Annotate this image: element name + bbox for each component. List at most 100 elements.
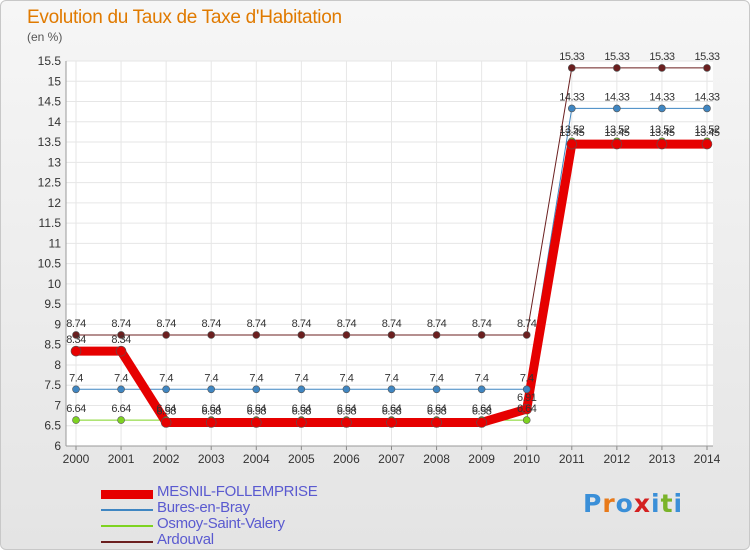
x-tick-label: 2000 [63, 452, 90, 466]
chart-title: Evolution du Taux de Taxe d'Habitation [27, 7, 342, 28]
x-tick-label: 2011 [559, 452, 585, 466]
data-label: 13.52 [559, 124, 584, 136]
data-label: 15.33 [694, 51, 719, 63]
data-point [432, 331, 441, 339]
data-point [205, 417, 217, 428]
data-point [207, 331, 216, 339]
data-label: 15.33 [604, 51, 629, 63]
y-tick-label: 8.5 [44, 338, 61, 352]
y-tick-label: 6.5 [44, 419, 61, 433]
plot-area [66, 61, 713, 446]
y-tick-label: 15 [48, 74, 62, 88]
data-point [252, 331, 261, 339]
data-label: 6.58 [156, 405, 176, 417]
data-label: 7.4 [159, 372, 173, 384]
data-label: 13.52 [694, 124, 719, 136]
data-label: 7.4 [114, 372, 128, 384]
data-point [431, 417, 442, 428]
data-point [567, 104, 576, 113]
data-label: 6.58 [292, 405, 312, 417]
data-point [72, 385, 80, 394]
data-point [115, 345, 127, 357]
data-label: 8.74 [337, 318, 357, 330]
data-point [432, 385, 441, 394]
data-point [477, 385, 486, 394]
data-label: 8.74 [247, 318, 267, 330]
x-tick-label: 2002 [153, 452, 180, 466]
y-tick-label: 9 [54, 317, 61, 331]
data-point [72, 416, 80, 424]
data-point [297, 385, 306, 394]
data-label: 6.64 [517, 403, 537, 415]
data-label: 6.91 [517, 392, 537, 404]
x-tick-label: 2005 [288, 452, 315, 466]
x-tick-label: 2009 [468, 452, 495, 466]
data-label: 6.64 [337, 403, 357, 415]
data-label: 7.4 [204, 372, 218, 384]
data-label: 6.58 [337, 405, 357, 417]
y-tick-label: 10.5 [38, 257, 62, 271]
data-label: 6.64 [156, 403, 176, 415]
y-tick-label: 14.5 [38, 95, 62, 109]
data-point [162, 331, 170, 339]
y-tick-label: 13.5 [38, 135, 62, 149]
x-tick-label: 2007 [378, 452, 405, 466]
data-label: 8.34 [111, 334, 131, 346]
data-point [522, 331, 531, 339]
data-label: 6.58 [427, 405, 447, 417]
data-point [701, 138, 713, 150]
data-point [386, 417, 397, 428]
data-label: 13.45 [694, 127, 719, 139]
data-point [656, 138, 668, 150]
data-label: 8.74 [292, 318, 312, 330]
legend-label: Ardouval [157, 531, 214, 548]
data-point [658, 104, 666, 113]
data-point [387, 331, 396, 339]
x-tick-label: 2013 [649, 452, 676, 466]
y-tick-label: 12 [48, 196, 62, 210]
data-point [611, 138, 623, 150]
data-point [613, 104, 621, 113]
y-tick-label: 14 [48, 115, 62, 129]
data-point [658, 64, 666, 72]
proxiti-logo: Proxiti [583, 489, 684, 518]
y-tick-label: 11 [49, 236, 62, 250]
data-label: 6.64 [202, 403, 222, 415]
data-point [522, 385, 531, 394]
y-tick-label: 7.5 [44, 378, 61, 392]
x-tick-label: 2001 [108, 452, 135, 466]
data-label: 8.74 [66, 318, 86, 330]
data-point [250, 417, 262, 428]
data-point [117, 416, 125, 424]
data-point [521, 403, 533, 415]
data-label: 13.52 [649, 124, 674, 136]
data-point [566, 138, 578, 150]
data-label: 6.58 [382, 405, 402, 417]
legend-label: Bures-en-Bray [157, 499, 250, 516]
x-tick-label: 2006 [333, 452, 360, 466]
data-point [613, 64, 621, 72]
data-label: 6.58 [202, 405, 222, 417]
data-point [522, 416, 531, 424]
data-label: 7.4 [249, 372, 263, 384]
y-tick-label: 11.5 [39, 216, 62, 230]
data-point [296, 417, 307, 428]
data-label: 13.45 [649, 127, 674, 139]
data-label: 8.74 [517, 318, 537, 330]
data-label: 13.45 [559, 127, 584, 139]
data-label: 6.58 [247, 405, 267, 417]
data-point [70, 345, 82, 357]
data-point [160, 417, 172, 428]
data-point [252, 385, 261, 394]
legend-swatch [101, 489, 153, 499]
data-point [703, 104, 711, 113]
data-label: 8.74 [111, 318, 131, 330]
data-point [342, 385, 351, 394]
y-tick-label: 9.5 [44, 297, 61, 311]
data-point [117, 331, 125, 339]
legend-label: MESNIL-FOLLEMPRISE [157, 483, 318, 500]
legend-swatch [101, 509, 153, 511]
y-tick-label: 12.5 [38, 176, 62, 190]
